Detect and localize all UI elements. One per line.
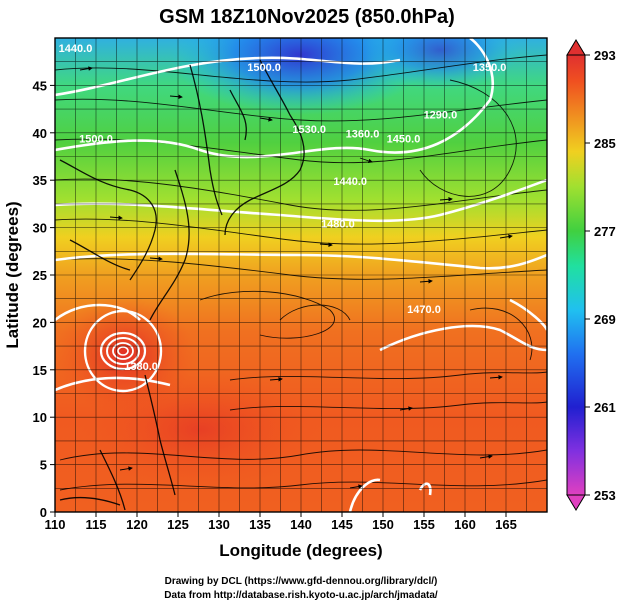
contour-label: 1440.0 [59,43,93,55]
contour-label: 1380.0 [124,361,158,373]
contour-label: 1440.0 [333,176,367,188]
x-tick-label: 130 [208,517,230,532]
x-tick-label: 110 [45,517,66,532]
contour-label: 1450.0 [387,133,421,145]
colorbar-tick-label: 277 [594,224,616,239]
y-axis: 0 5 10 15 20 25 30 35 40 45 [33,78,55,520]
cyclone-rings [83,309,163,393]
colorbar-tick-label: 253 [594,488,616,503]
colorbar-top-arrow [566,39,586,56]
x-tick-label: 150 [372,517,394,532]
colorbar-tick-label: 285 [594,136,616,151]
x-tick-label: 120 [126,517,148,532]
x-axis-label: Longitude (degrees) [219,541,382,560]
contour-label: 1350.0 [473,62,507,74]
x-tick-label: 155 [413,517,435,532]
colorbar-body [566,54,586,496]
grid [55,38,547,512]
x-tick-label: 145 [331,517,353,532]
credit-data: Data from http://database.rish.kyoto-u.a… [164,590,438,601]
contour-label: 1500.0 [79,133,113,145]
cold-region-ne [360,38,520,90]
x-tick-label: 140 [290,517,312,532]
y-tick-label: 20 [33,315,47,330]
colorbar-tick-label: 269 [594,312,616,327]
y-tick-label: 45 [33,78,47,93]
x-tick-label: 115 [86,517,107,532]
credit-drawing: Drawing by DCL (https://www.gfd-dennou.o… [165,576,438,587]
x-axis: 110 115 120 125 130 135 140 145 150 155 160 165 [45,512,517,532]
contour-label: 1470.0 [407,304,441,316]
y-tick-label: 30 [33,221,47,236]
y-axis-label: Latitude (degrees) [3,201,22,348]
y-tick-label: 35 [33,173,47,188]
colorbar-tick-label: 261 [594,400,616,415]
x-tick-label: 165 [495,517,517,532]
wind-arrows [79,66,513,489]
y-tick-label: 0 [40,505,47,520]
x-tick-label: 160 [454,517,476,532]
x-tick-label: 125 [167,517,189,532]
contour-label: 1530.0 [292,124,326,136]
warm-region-south [80,370,320,490]
y-tick-label: 25 [33,268,47,283]
y-tick-label: 40 [33,126,47,141]
contour-label: 1290.0 [424,110,458,122]
y-tick-label: 5 [40,458,47,473]
x-tick-label: 135 [249,517,271,532]
contour-label: 1500.0 [247,62,281,74]
contour-label: 1360.0 [346,129,380,141]
chart-title: GSM 18Z10Nov2025 (850.0hPa) [159,6,455,28]
colorbar: 253 261 269 277 285 293 [566,39,616,511]
y-tick-label: 15 [33,363,47,378]
y-tick-label: 10 [33,410,47,425]
colorbar-bottom-arrow [566,494,586,511]
colorbar-tick-label: 293 [594,48,616,63]
contour-label: 1480.0 [321,219,355,231]
